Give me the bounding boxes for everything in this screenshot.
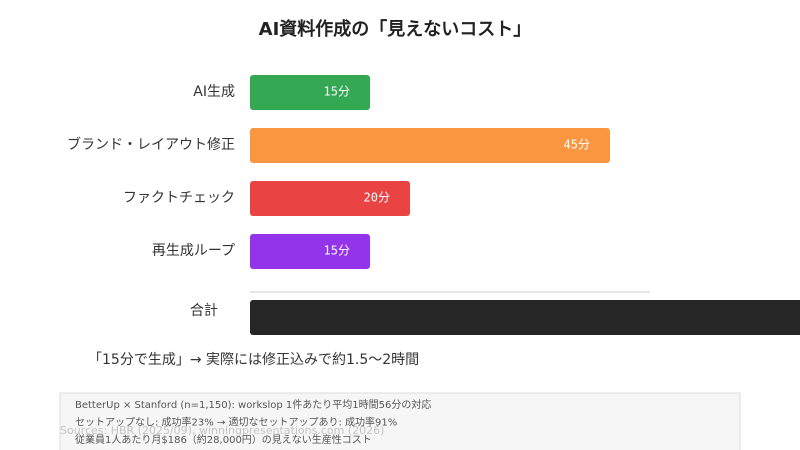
chart-title: AI資料作成の「見えないコスト」 [259,18,532,40]
value-label: 20分 [364,191,390,205]
bar [250,234,370,269]
bar [250,128,610,163]
total-label: 合計 [190,303,218,319]
source: Sources: HBR (2025/09), winningpresentat… [60,424,384,437]
category-label: ブランド・レイアウト修正 [67,136,235,153]
total-bar [250,300,800,335]
bar [250,181,410,216]
category-label: AI生成 [193,84,235,100]
note-box [59,392,741,450]
value-label: 45分 [564,138,590,152]
note: 従業員1人あたり月$186（約28,000円）の見えない生産性コスト [75,433,372,446]
annotation: 「15分で生成」→ 実際には修正込みで約1.5〜2時間 [88,352,419,368]
category-label: ファクトチェック [123,190,235,206]
bar [250,75,370,110]
note: セットアップなし: 成功率23% → 適切なセットアップあり: 成功率91% [75,416,397,429]
value-label: 15分 [324,244,350,258]
category-label: 再生成ループ [152,243,235,259]
note: BetterUp × Stanford (n=1,150): workslop … [75,398,431,411]
value-label: 15分 [324,85,350,99]
